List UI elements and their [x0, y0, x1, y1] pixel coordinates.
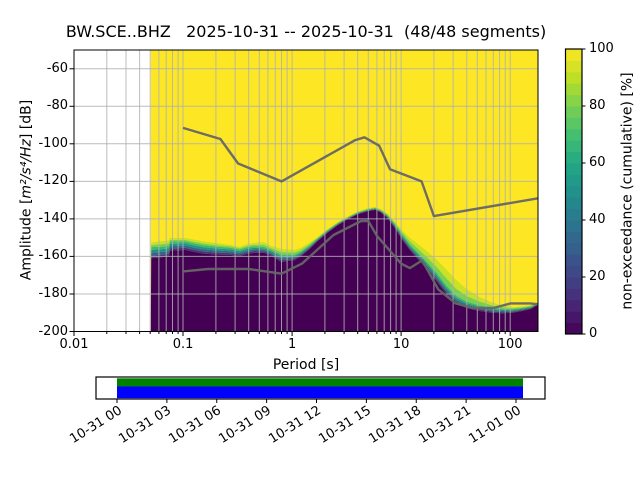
x-tick-label: 100 — [497, 336, 523, 352]
colorbar-step — [565, 128, 582, 141]
main-axes-frame — [73, 49, 539, 332]
x-axis-label: Period [s] — [272, 357, 340, 373]
colorbar-step — [565, 220, 582, 232]
colorbar-tick-label: 100 — [589, 41, 614, 57]
colorbar-step — [565, 299, 582, 312]
x-tick-label: 10 — [392, 336, 410, 352]
y-axis-label-math: m²/s⁴/Hz — [18, 139, 35, 199]
colorbar-step — [565, 117, 582, 130]
colorbar-step — [565, 163, 582, 175]
colorbar-step — [565, 231, 582, 244]
colorbar-step — [565, 49, 582, 61]
colorbar-step — [565, 311, 582, 324]
nlnm-low-noise-model-line — [182, 219, 539, 310]
colorbar-step — [565, 208, 582, 221]
coverage-segments-bar — [117, 386, 523, 399]
plot-title: BW.SCE..BHZ 2025-10-31 -- 2025-10-31 (48… — [65, 22, 547, 41]
colorbar-step — [565, 242, 582, 255]
colorbar-step — [565, 197, 582, 210]
colorbar-tick-label: 40 — [589, 212, 606, 228]
axis-ticks — [69, 68, 511, 336]
x-tick-label: 1 — [287, 336, 297, 352]
colorbar-step — [565, 185, 582, 198]
colorbar-step — [565, 254, 582, 267]
y-axis-label-suffix: ] [dB] — [18, 99, 35, 140]
colorbar-step — [565, 60, 582, 73]
coverage-data-bar — [117, 378, 523, 387]
colorbar-tick-label: 0 — [589, 326, 598, 342]
colorbar-step — [565, 151, 582, 164]
y-axis-label: Amplitude [m²/s⁴/Hz] [dB] — [18, 99, 35, 281]
colorbar-step — [565, 288, 582, 301]
colorbar-step — [565, 83, 582, 96]
x-tick-label: 0.1 — [172, 336, 194, 352]
colorbar-step — [565, 94, 582, 107]
y-tick-label: -160 — [38, 248, 68, 264]
colorbar-tick-label: 60 — [589, 155, 606, 171]
x-tick-label: 0.01 — [59, 336, 89, 352]
y-tick-label: -180 — [38, 286, 68, 302]
y-tick-label: -60 — [46, 60, 68, 76]
colorbar — [564, 48, 586, 335]
colorbar-tick-label: 80 — [589, 98, 606, 114]
y-tick-label: -120 — [38, 173, 68, 189]
y-tick-label: -140 — [38, 211, 68, 227]
y-tick-label: -100 — [38, 136, 68, 152]
colorbar-frame — [564, 48, 583, 335]
colorbar-step — [565, 174, 582, 187]
colorbar-step — [565, 265, 582, 278]
colorbar-step — [565, 140, 582, 153]
colorbar-tick-label: 20 — [589, 269, 606, 285]
nhnm-high-noise-model-line — [182, 126, 539, 218]
colorbar-step — [565, 71, 582, 84]
y-tick-label: -200 — [38, 323, 68, 339]
heatmap-transition-band-0 — [151, 209, 538, 314]
colorbar-label: non-exceedance (cumulative) [%] — [619, 72, 636, 310]
colorbar-step — [565, 106, 582, 118]
y-axis-label-prefix: Amplitude [ — [18, 198, 35, 281]
colorbar-step — [565, 322, 582, 335]
y-tick-label: -80 — [46, 98, 68, 114]
colorbar-step — [565, 277, 582, 289]
coverage-axes — [95, 376, 546, 403]
